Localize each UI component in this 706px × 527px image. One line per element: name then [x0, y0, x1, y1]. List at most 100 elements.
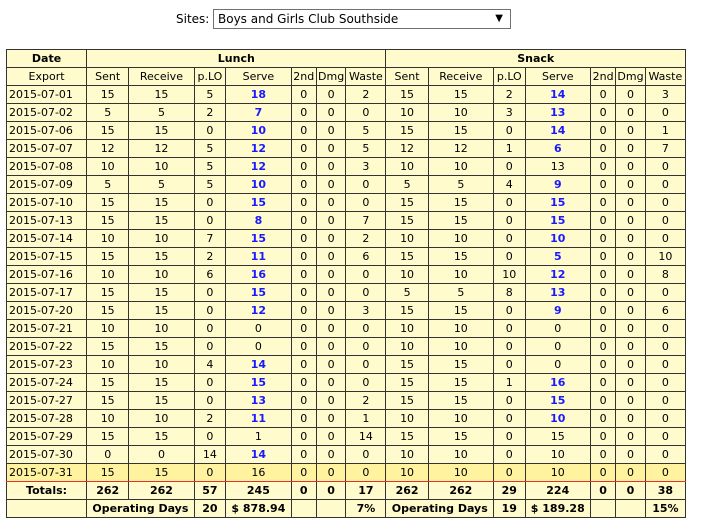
snack-cell: 0 — [589, 337, 617, 356]
table-row: 2015-07-06 15 15 0 10 0 0 5 15 15 0 14 0 0 1 — [5, 121, 687, 140]
lunch-col-header: 2nd — [290, 67, 317, 86]
snack-cell: 0 — [589, 283, 617, 302]
lunch-cell: 15 — [86, 337, 130, 356]
snack-cell: 0 — [615, 301, 646, 320]
totals-row: Totals: 262 262 57 245 0 0 17 262 262 29 224 0 0 38 — [5, 481, 687, 500]
lunch-cell: 0 — [290, 157, 317, 176]
lunch-cell: 0 — [193, 337, 227, 356]
lunch-cell: 0 — [315, 319, 347, 338]
lunch-cell: 7 — [225, 103, 292, 122]
snack-cell: 0 — [615, 121, 646, 140]
lunch-cell: 0 — [315, 193, 347, 212]
snack-cell: 15 — [385, 85, 429, 104]
lunch-cell: 0 — [193, 301, 227, 320]
lunch-cell: 0 — [225, 319, 292, 338]
lunch-total: 262 — [128, 481, 195, 500]
lunch-cell: 15 — [86, 391, 130, 410]
lunch-cell: 0 — [290, 175, 317, 194]
lunch-cell: 15 — [128, 193, 195, 212]
lunch-col-header: p.LO — [193, 67, 227, 86]
snack-cell: 6 — [524, 139, 591, 158]
lunch-cell: 0 — [290, 301, 317, 320]
snack-col-header: Dmg — [615, 67, 646, 86]
lunch-cell: 0 — [315, 157, 347, 176]
snack-cell: 2 — [492, 85, 526, 104]
lunch-cell: 15 — [128, 211, 195, 230]
lunch-cell: 15 — [86, 301, 130, 320]
row-date: 2015-07-30 — [5, 445, 88, 464]
snack-cell: 12 — [524, 265, 591, 284]
lunch-cell: 12 — [225, 301, 292, 320]
snack-cell: 0 — [492, 157, 526, 176]
lunch-cell: 0 — [86, 445, 130, 464]
row-date: 2015-07-28 — [5, 409, 88, 428]
lunch-cell: 10 — [86, 409, 130, 428]
lunch-cell: 0 — [315, 391, 347, 410]
chevron-down-icon: ▼ — [495, 13, 503, 24]
snack-cell: 0 — [615, 355, 646, 374]
lunch-cell: 15 — [86, 121, 130, 140]
lunch-cell: 10 — [128, 355, 195, 374]
snack-cell: 10 — [427, 319, 494, 338]
lunch-cell: 0 — [290, 139, 317, 158]
lunch-cell: 0 — [345, 445, 387, 464]
lunch-cell: 0 — [290, 229, 317, 248]
table-row: 2015-07-29 15 15 0 1 0 0 14 15 15 0 15 0 0 0 — [5, 427, 687, 446]
snack-cell: 3 — [492, 103, 526, 122]
lunch-cell: 14 — [225, 355, 292, 374]
lunch-cell: 10 — [86, 229, 130, 248]
snack-cell: 10 — [427, 103, 494, 122]
export-link[interactable]: Export — [5, 67, 88, 86]
snack-cell: 15 — [385, 355, 429, 374]
table-row: 2015-07-22 15 15 0 0 0 0 0 10 10 0 0 0 0 0 — [5, 337, 687, 356]
snack-cell: 0 — [492, 301, 526, 320]
snack-cell: 12 — [427, 139, 494, 158]
lunch-cell: 0 — [315, 409, 347, 428]
snack-cell: 9 — [524, 301, 591, 320]
lunch-cell: 0 — [193, 319, 227, 338]
snack-cell: 0 — [615, 265, 646, 284]
snack-cell: 10 — [385, 409, 429, 428]
lunch-cell: 14 — [225, 445, 292, 464]
lunch-cell: 15 — [86, 85, 130, 104]
report-table: Date Lunch Snack Export Sent Receive p.LO S… — [5, 49, 687, 518]
row-date: 2015-07-29 — [5, 427, 88, 446]
snack-cell: 0 — [492, 121, 526, 140]
lunch-cell: 15 — [128, 463, 195, 482]
snack-cell: 0 — [615, 463, 646, 482]
lunch-cell: 4 — [193, 355, 227, 374]
snack-cell: 0 — [644, 373, 687, 392]
snack-cell: 0 — [524, 337, 591, 356]
lunch-cell: 0 — [193, 427, 227, 446]
lunch-cell: 0 — [315, 301, 347, 320]
lunch-cell: 15 — [128, 247, 195, 266]
snack-cell: 10 — [427, 445, 494, 464]
sites-select[interactable]: Boys and Girls Club Southside ▼ — [213, 9, 511, 29]
lunch-cell: 0 — [315, 427, 347, 446]
snack-cell: 0 — [644, 175, 687, 194]
lunch-cell: 0 — [193, 463, 227, 482]
lunch-total: 17 — [345, 481, 387, 500]
lunch-cell: 5 — [86, 103, 130, 122]
lunch-cell: 15 — [86, 247, 130, 266]
lunch-cell: 15 — [86, 427, 130, 446]
snack-cell: 0 — [492, 319, 526, 338]
snack-cell: 0 — [644, 229, 687, 248]
snack-cell: 0 — [589, 427, 617, 446]
lunch-cell: 15 — [128, 427, 195, 446]
snack-cell: 0 — [615, 409, 646, 428]
lunch-cell: 0 — [290, 121, 317, 140]
snack-cell: 0 — [615, 229, 646, 248]
snack-cell: 0 — [589, 193, 617, 212]
lunch-cell: 15 — [128, 337, 195, 356]
lunch-cell: 0 — [345, 355, 387, 374]
lunch-cell: 6 — [193, 265, 227, 284]
snack-cell: 10 — [492, 265, 526, 284]
lunch-cell: 14 — [345, 427, 387, 446]
table-row: 2015-07-30 0 0 14 14 0 0 0 10 10 0 10 0 0 0 — [5, 445, 687, 464]
row-date: 2015-07-16 — [5, 265, 88, 284]
lunch-cell: 0 — [290, 283, 317, 302]
snack-cell: 0 — [615, 247, 646, 266]
table-row: 2015-07-13 15 15 0 8 0 0 7 15 15 0 15 0 0 0 — [5, 211, 687, 230]
lunch-cell: 0 — [315, 85, 347, 104]
